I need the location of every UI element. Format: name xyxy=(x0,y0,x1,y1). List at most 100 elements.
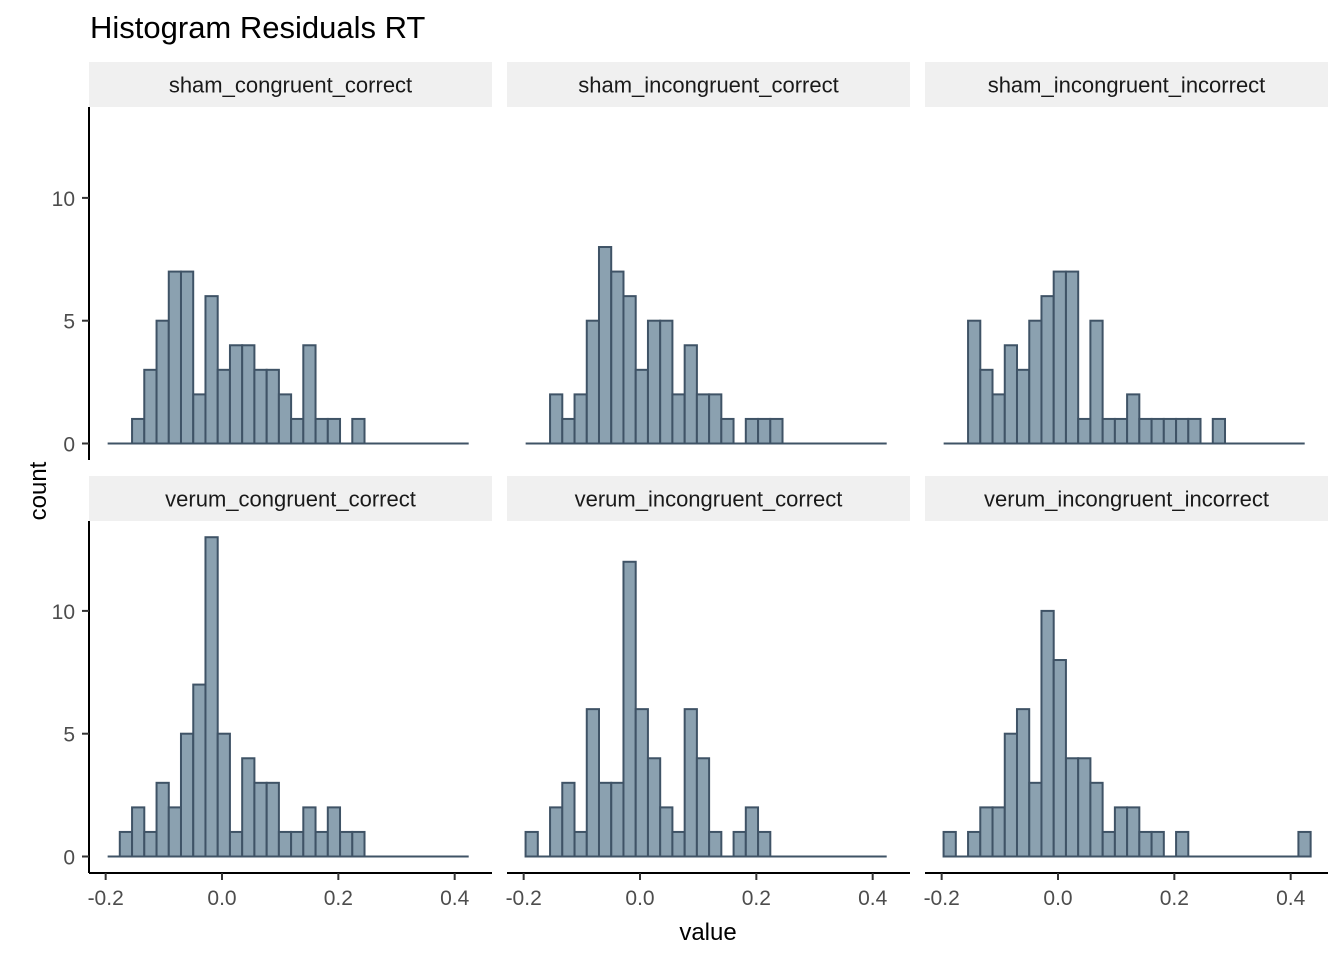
x-tick-label: 0.0 xyxy=(625,887,654,910)
histogram-bar xyxy=(216,732,231,858)
histogram-bar xyxy=(1175,417,1190,445)
x-tick-label: -0.2 xyxy=(506,887,542,910)
histogram-bar xyxy=(277,393,293,445)
facet-strip-label: sham_incongruent_correct xyxy=(578,73,838,98)
histogram-bar xyxy=(573,393,588,445)
histogram-bar xyxy=(277,830,293,858)
histogram-bar xyxy=(253,781,268,858)
histogram-bar xyxy=(179,732,195,858)
histogram-bar xyxy=(979,368,994,445)
histogram-bar xyxy=(192,393,207,445)
x-tick-label: 0.4 xyxy=(440,887,470,910)
histogram-bar xyxy=(634,368,649,445)
histogram-bar xyxy=(241,344,256,445)
histogram-bar xyxy=(1113,417,1129,445)
histogram-bar xyxy=(155,319,170,445)
histogram-bar xyxy=(1211,417,1227,445)
facet-strip-label: verum_incongruent_correct xyxy=(575,487,843,512)
histogram-bar xyxy=(942,830,957,858)
histogram-bar xyxy=(1077,417,1092,445)
histogram-bar xyxy=(1089,319,1104,445)
x-tick-label: -0.2 xyxy=(924,887,960,910)
histogram-bar xyxy=(634,708,649,858)
histogram-bar xyxy=(979,806,994,858)
histogram-bar xyxy=(1150,830,1165,858)
histogram-bar xyxy=(732,830,747,858)
histogram-bar xyxy=(757,417,772,445)
x-tick-label: -0.2 xyxy=(88,887,124,910)
histogram-bar xyxy=(167,270,183,445)
histogram-bar xyxy=(1064,757,1080,858)
histogram-bar xyxy=(290,830,305,858)
facet-panel-sham-incongruent-correct: sham_incongruent_correct xyxy=(507,62,910,445)
histogram-bar xyxy=(597,781,613,858)
histogram-bar xyxy=(253,368,268,445)
histogram-bar xyxy=(265,781,280,858)
histogram-bar xyxy=(1015,368,1031,445)
facet-panel-verum-congruent-correct: verum_congruent_correct 0 5 10 -0.2 0.0 0.2 0.4 xyxy=(52,476,492,910)
histogram-bar xyxy=(524,830,539,858)
histogram-bar xyxy=(1138,417,1153,445)
histogram-bar xyxy=(228,830,244,858)
facet-strip xyxy=(925,476,1328,521)
histogram-bar xyxy=(314,830,329,858)
histogram-bar xyxy=(991,806,1006,858)
x-tick-label: 0.0 xyxy=(207,887,236,910)
histogram-bar xyxy=(1113,806,1129,858)
histogram-bar xyxy=(265,368,280,445)
facet-panel-sham-congruent-correct: sham_congruent_correct 0 5 10 xyxy=(52,62,492,460)
histogram-bar xyxy=(561,417,576,445)
histogram-bar xyxy=(708,830,723,858)
x-tick-label: 0.4 xyxy=(1276,887,1306,910)
histogram-bar xyxy=(695,757,711,858)
histogram-bar xyxy=(671,393,686,445)
histogram-bar xyxy=(585,708,601,858)
facet-strip xyxy=(89,476,492,521)
histogram-bar xyxy=(326,417,342,445)
histogram-bar xyxy=(549,393,564,445)
histogram-bar xyxy=(228,344,244,445)
histogram-bar xyxy=(646,757,662,858)
facet-panel-verum-incongruent-incorrect: verum_incongruent_incorrect -0.2 0.0 0.2 0.4 xyxy=(924,476,1328,910)
histogram-bar xyxy=(585,319,601,445)
x-tick-label: 0.2 xyxy=(324,887,353,910)
facet-strip xyxy=(507,476,910,521)
histogram-bar xyxy=(1126,806,1141,858)
facet-panel-verum-incongruent-correct: verum_incongruent_correct -0.2 0.0 0.2 0.4 xyxy=(506,476,910,910)
x-tick-label: 0.4 xyxy=(858,887,888,910)
histogram-bar xyxy=(683,344,698,445)
histogram-bar xyxy=(143,830,158,858)
histogram-bar xyxy=(610,270,625,445)
histogram-bar xyxy=(314,417,329,445)
histogram-bar xyxy=(757,830,772,858)
histogram-bar xyxy=(549,806,564,858)
histogram-bar xyxy=(695,393,711,445)
histogram-bar xyxy=(1187,417,1202,445)
x-tick-label: 0.2 xyxy=(1160,887,1189,910)
y-tick-label: 0 xyxy=(63,847,75,870)
histogram-bar xyxy=(610,781,625,858)
y-axis-title: count xyxy=(25,461,52,520)
histogram-bar xyxy=(339,830,354,858)
histogram-bar xyxy=(1126,393,1141,445)
histogram-bar xyxy=(659,806,674,858)
histogram-bar xyxy=(1003,344,1019,445)
facet-strip xyxy=(507,62,910,107)
histogram-bar xyxy=(1028,319,1043,445)
histogram-bar xyxy=(131,417,146,445)
histogram-bar xyxy=(131,806,146,858)
histogram-bar xyxy=(1089,781,1104,858)
facet-strip xyxy=(89,62,492,107)
histogram-bar xyxy=(573,830,588,858)
histogram-bar xyxy=(351,830,366,858)
histogram-bar xyxy=(1028,781,1043,858)
histogram-bar xyxy=(1003,732,1019,858)
histogram-bar xyxy=(1175,830,1190,858)
histogram-bar xyxy=(683,708,698,858)
histogram-bar xyxy=(1040,295,1055,445)
histogram-bar xyxy=(351,417,366,445)
facet-strip xyxy=(925,62,1328,107)
histogram-bar xyxy=(991,393,1006,445)
histogram-bar xyxy=(1162,417,1178,445)
